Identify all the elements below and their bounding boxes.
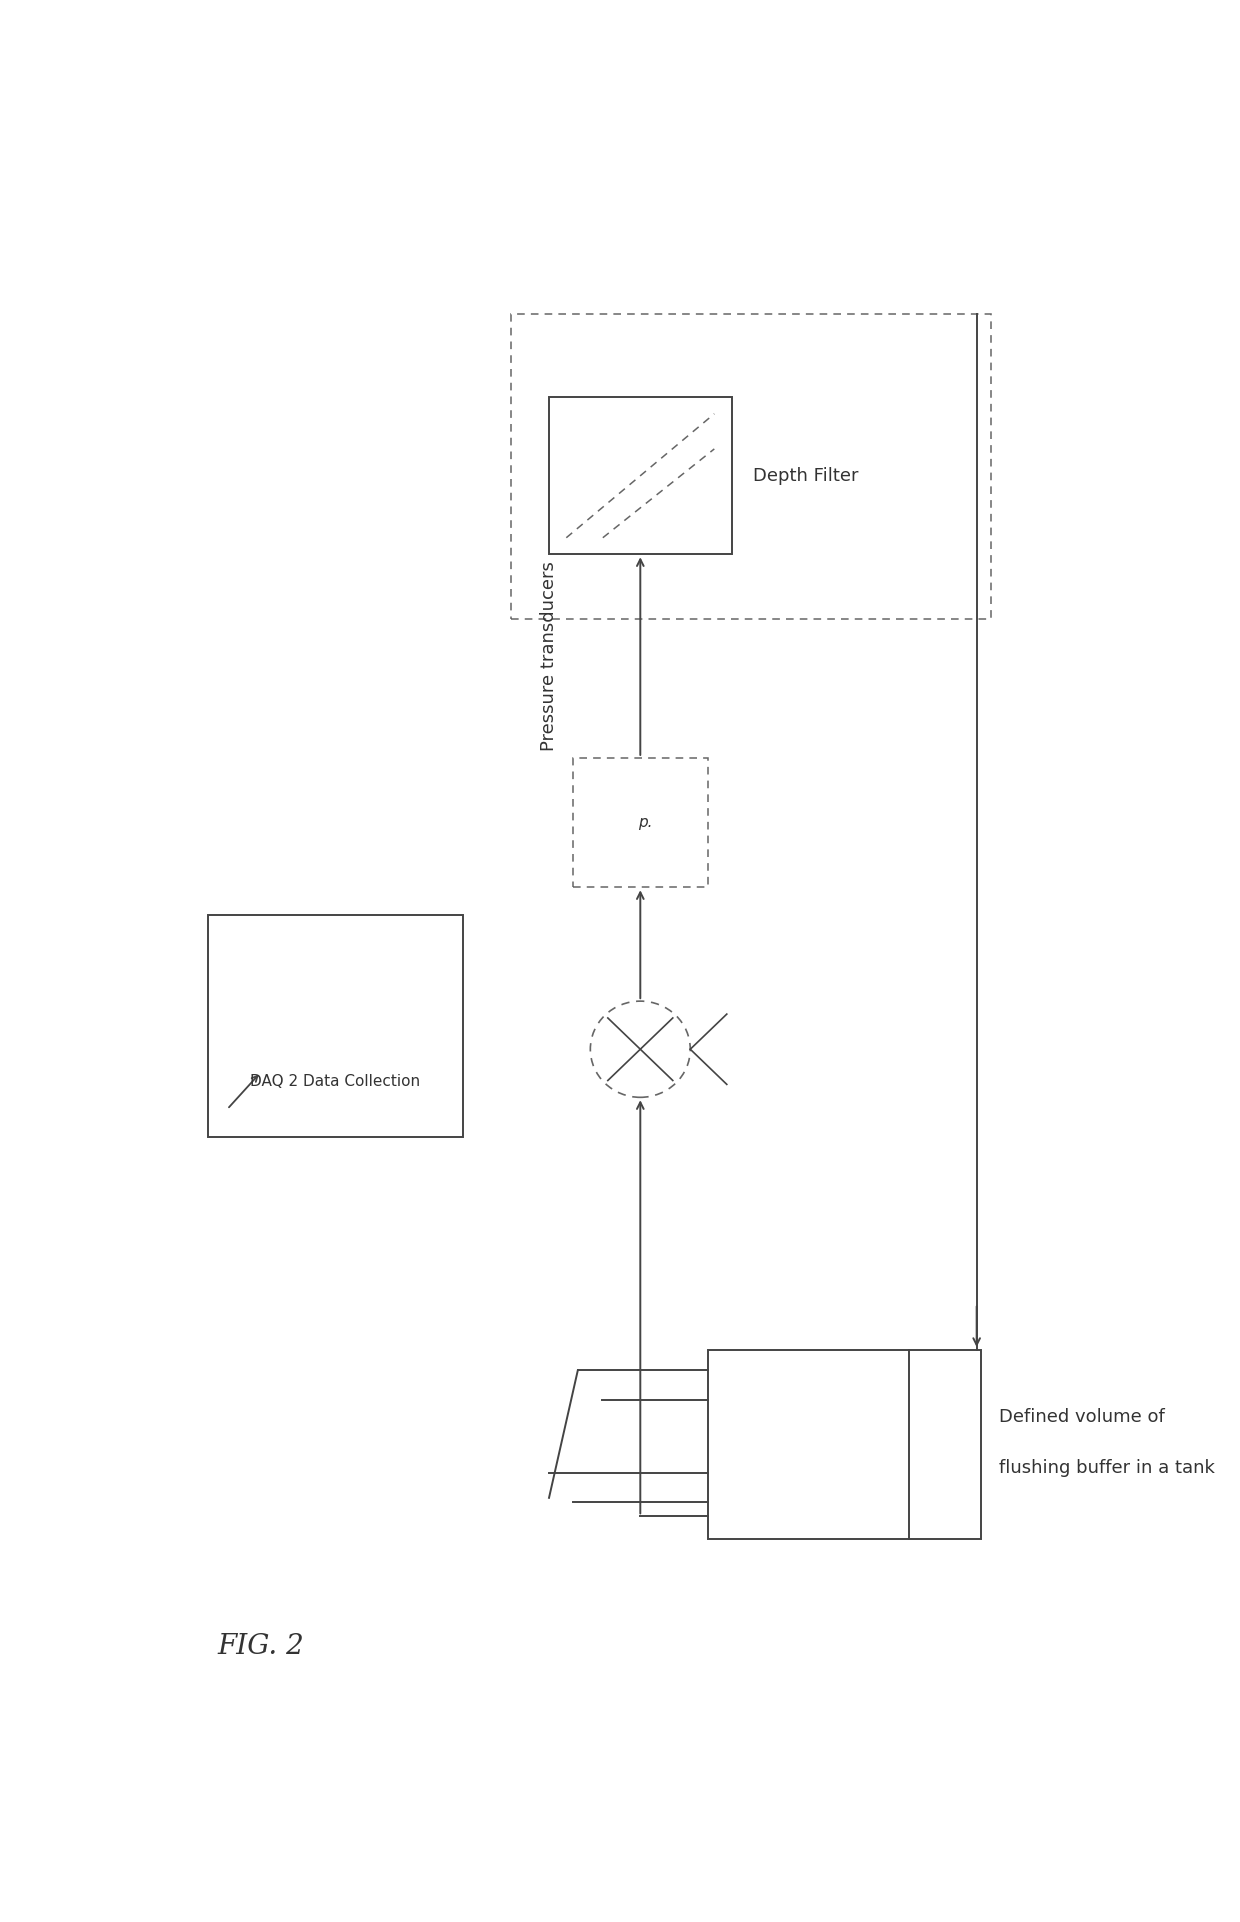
Text: Pressure transducers: Pressure transducers [539,561,558,752]
Text: p.: p. [637,815,652,830]
Text: Depth Filter: Depth Filter [753,467,858,484]
Text: DAQ 2 Data Collection: DAQ 2 Data Collection [250,1074,420,1090]
Text: Defined volume of: Defined volume of [998,1409,1164,1426]
Text: FIG. 2: FIG. 2 [217,1632,304,1661]
Text: flushing buffer in a tank: flushing buffer in a tank [998,1459,1215,1476]
